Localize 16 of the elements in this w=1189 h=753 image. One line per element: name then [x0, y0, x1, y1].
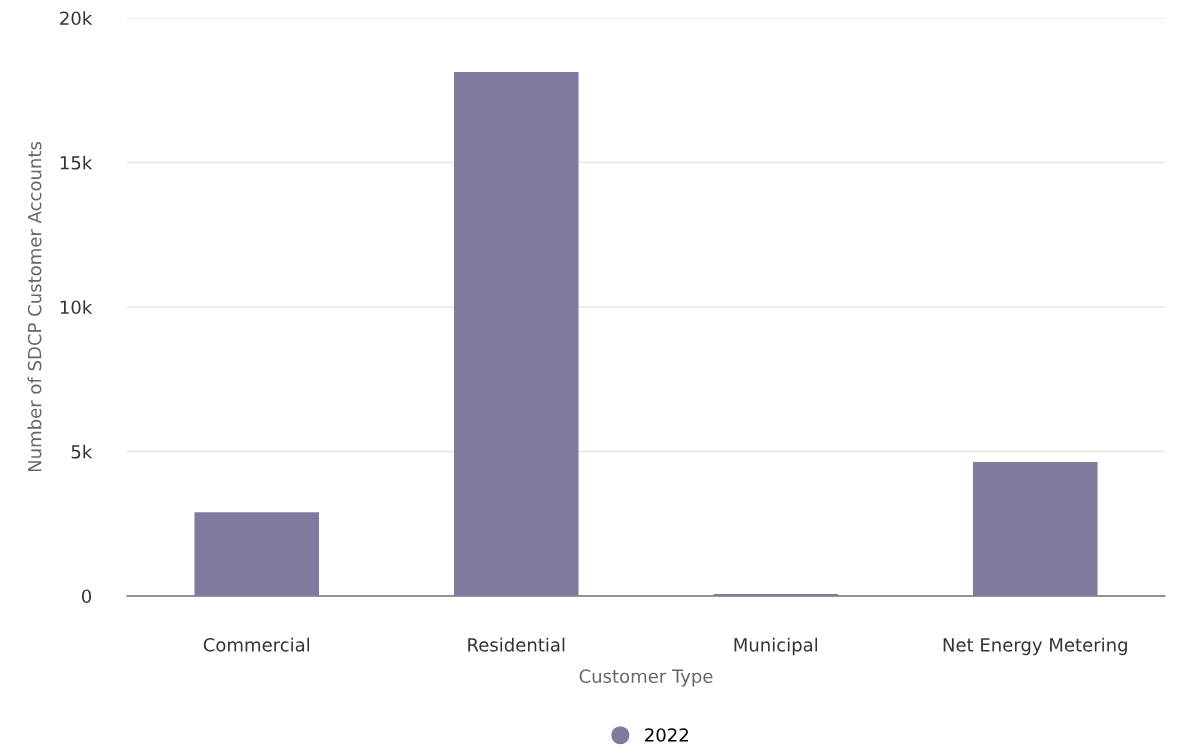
y-tick-label: 5k [71, 444, 93, 459]
bar [713, 593, 839, 596]
bar [453, 72, 579, 596]
bar [194, 512, 320, 596]
x-tick-label: Residential [468, 637, 565, 652]
bar [972, 461, 1098, 596]
x-tick-label: Commercial [203, 637, 310, 652]
y-tick-label: 15k [60, 155, 93, 170]
x-tick-label: Net Energy Metering [943, 637, 1127, 656]
legend-label: 2022 [645, 728, 688, 742]
y-axis-title: Number of SDCP Customer Accounts [27, 142, 42, 472]
y-tick-label: 0 [81, 589, 92, 604]
y-tick-label: 10k [60, 300, 93, 315]
x-tick-label: Municipal [734, 637, 818, 656]
x-axis-title: Customer Type [579, 669, 713, 687]
y-tick-label: 20k [60, 11, 93, 26]
